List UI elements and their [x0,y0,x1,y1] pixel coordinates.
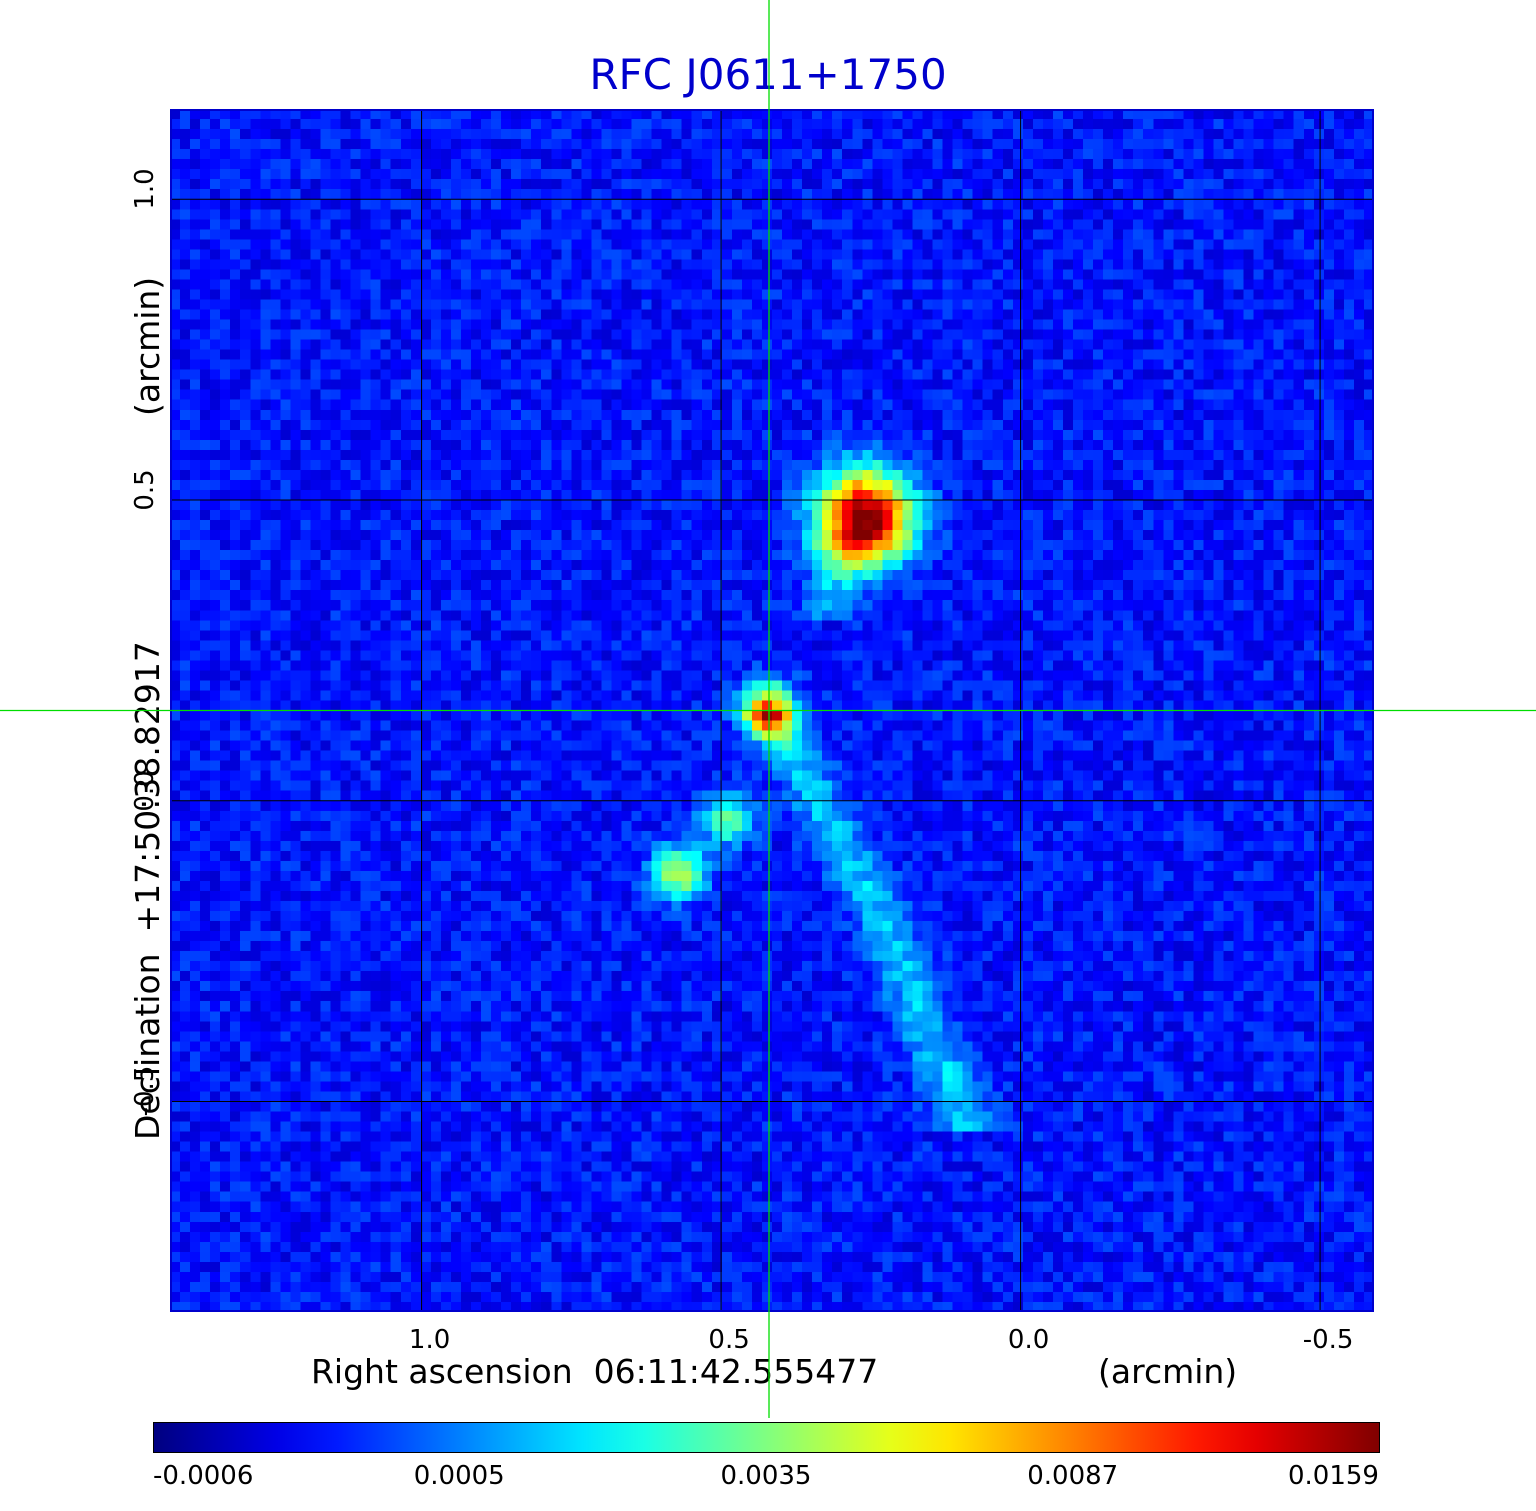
x-tick-label: 1.0 [408,1325,451,1355]
y-tick-label: 1.0 [130,168,160,210]
plot-frame [170,109,1374,1312]
colorbar [153,1422,1380,1453]
colorbar-tick-label: -0.0006 [153,1461,254,1491]
colorbar-tick-label: 0.0035 [720,1461,812,1491]
y-axis-label: Declination +17:50:38.82917 [128,641,167,1140]
x-tick-label: 0.0 [1007,1325,1050,1355]
colorbar-tick-label: 0.0159 [1288,1461,1379,1491]
y-tick-label: 0.5 [130,469,160,511]
x-tick-label: -0.5 [1302,1325,1354,1355]
chart-title: RFC J0611+1750 [589,50,947,99]
x-axis-unit: (arcmin) [1098,1352,1238,1391]
x-axis-label: Right ascension 06:11:42.555477 [311,1352,879,1391]
colorbar-tick-label: 0.0087 [1027,1461,1119,1491]
y-axis-unit: (arcmin) [128,276,167,416]
colorbar-tick-label: 0.0005 [413,1461,505,1491]
x-tick-label: 0.5 [708,1325,750,1355]
